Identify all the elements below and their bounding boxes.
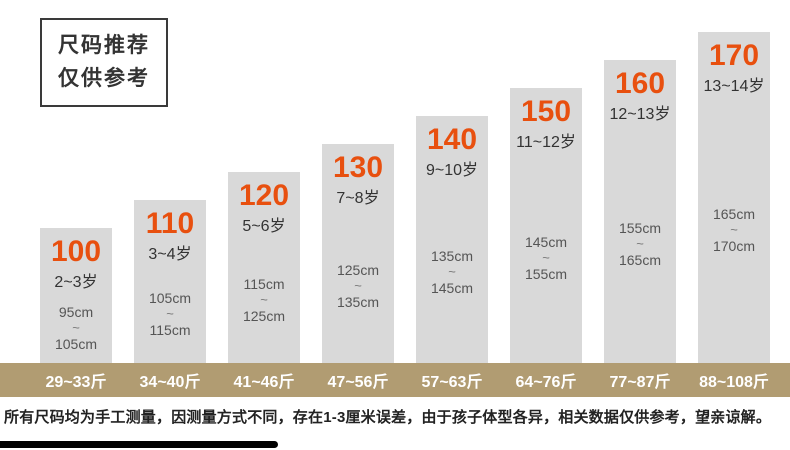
age-label: 9~10岁 — [425, 161, 479, 179]
age-label: 3~4岁 — [148, 245, 192, 263]
tilde-separator: ~ — [354, 278, 362, 293]
weight-range: 88~108斤 — [699, 374, 769, 391]
height-min: 145cm — [524, 233, 568, 250]
height-range: 155cm ~ 165cm — [619, 219, 661, 270]
height-max: 115cm — [149, 322, 191, 339]
tilde-separator: ~ — [542, 250, 550, 265]
size-bar-160: 160 12~13岁 155cm ~ 165cm — [604, 60, 676, 363]
height-range: 125cm ~ 135cm — [337, 261, 379, 312]
weight-range: 77~87斤 — [609, 374, 671, 391]
height-min: 95cm — [58, 303, 94, 320]
size-bar-140: 140 9~10岁 135cm ~ 145cm — [416, 116, 488, 363]
weight-band-cells: 29~33斤 34~40斤 41~46斤 47~56斤 57~63斤 64~76… — [40, 363, 772, 397]
age-label: 13~14岁 — [703, 77, 765, 95]
height-min: 125cm — [336, 261, 380, 278]
chart-title-line2: 仅供参考 — [58, 66, 150, 90]
height-range: 115cm ~ 125cm — [243, 275, 285, 326]
size-label: 160 — [614, 67, 666, 100]
height-range: 165cm ~ 170cm — [713, 205, 755, 256]
weight-range: 29~33斤 — [45, 374, 107, 391]
size-label: 140 — [426, 123, 478, 156]
height-min: 105cm — [148, 289, 192, 306]
weight-range: 41~46斤 — [233, 374, 295, 391]
size-bar-120: 120 5~6岁 115cm ~ 125cm — [228, 172, 300, 363]
height-max: 165cm — [618, 252, 662, 269]
height-max: 155cm — [524, 266, 568, 283]
size-label: 150 — [520, 95, 572, 128]
size-bar-110: 110 3~4岁 105cm ~ 115cm — [134, 200, 206, 363]
height-max: 135cm — [336, 294, 380, 311]
height-min: 135cm — [430, 247, 474, 264]
bottom-black-bar — [0, 441, 278, 448]
size-label: 130 — [332, 151, 384, 184]
tilde-separator: ~ — [166, 306, 174, 321]
weight-band: 29~33斤 34~40斤 41~46斤 47~56斤 57~63斤 64~76… — [0, 363, 790, 397]
age-label: 11~12岁 — [516, 133, 576, 151]
height-min: 155cm — [618, 219, 662, 236]
chart-title-line1: 尺码推荐 — [58, 34, 150, 57]
size-bar-170: 170 13~14岁 165cm ~ 170cm — [698, 32, 770, 363]
tilde-separator: ~ — [730, 222, 738, 237]
height-max: 125cm — [242, 308, 286, 325]
weight-range: 64~76斤 — [515, 374, 577, 391]
weight-range: 47~56斤 — [327, 374, 389, 391]
size-bar-150: 150 11~12岁 145cm ~ 155cm — [510, 88, 582, 363]
height-range: 95cm ~ 105cm — [55, 303, 97, 354]
age-label: 7~8岁 — [336, 189, 380, 207]
height-range: 105cm ~ 115cm — [149, 289, 191, 340]
weight-range: 57~63斤 — [421, 374, 483, 391]
size-label: 100 — [50, 235, 102, 268]
age-label: 2~3岁 — [54, 273, 98, 291]
size-label: 170 — [708, 39, 760, 72]
height-range: 145cm ~ 155cm — [525, 233, 567, 284]
tilde-separator: ~ — [260, 292, 268, 307]
size-bar-100: 100 2~3岁 95cm ~ 105cm — [40, 228, 112, 363]
size-bar-130: 130 7~8岁 125cm ~ 135cm — [322, 144, 394, 363]
height-range: 135cm ~ 145cm — [431, 247, 473, 298]
tilde-separator: ~ — [636, 236, 644, 251]
height-min: 165cm — [712, 205, 756, 222]
tilde-separator: ~ — [72, 320, 80, 335]
age-label: 5~6岁 — [242, 217, 286, 235]
height-max: 145cm — [430, 280, 474, 297]
chart-title-box: 尺码推荐 仅供参考 — [40, 18, 168, 108]
height-max: 105cm — [54, 336, 98, 353]
disclaimer-text: 所有尺码均为手工测量，因测量方式不同，存在1-3厘米误差，由于孩子体型各异，相关… — [4, 409, 772, 426]
height-min: 115cm — [243, 275, 285, 292]
age-label: 12~13岁 — [609, 105, 671, 123]
weight-range: 34~40斤 — [139, 374, 201, 391]
tilde-separator: ~ — [448, 264, 456, 279]
height-max: 170cm — [712, 238, 756, 255]
size-bars: 100 2~3岁 95cm ~ 105cm 110 3~4岁 105cm ~ 1… — [40, 0, 772, 363]
size-label: 110 — [145, 207, 195, 240]
size-label: 120 — [238, 179, 290, 212]
